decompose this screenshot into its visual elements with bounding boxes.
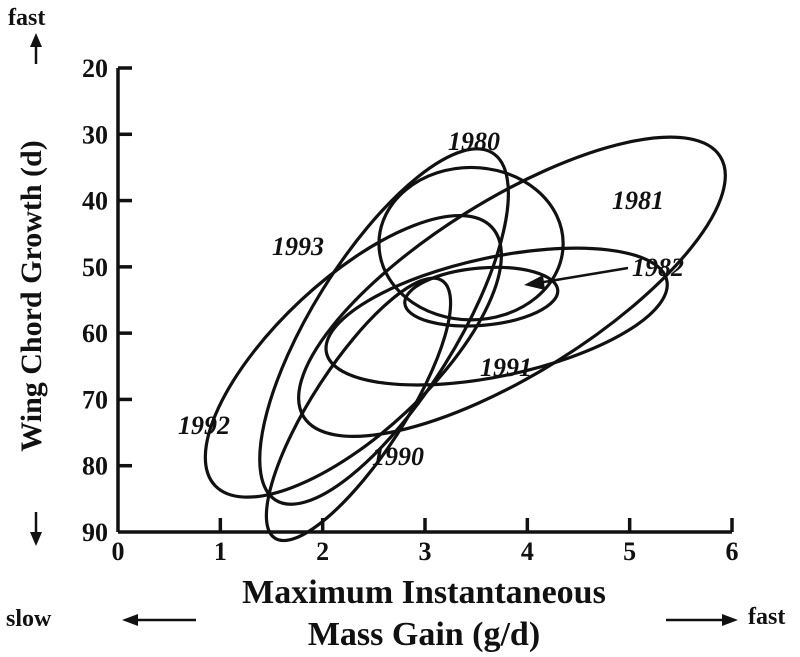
ellipse-1991 (324, 246, 669, 387)
pointer-1982 (537, 266, 629, 285)
label-1990: 1990 (372, 442, 424, 471)
label-1992: 1992 (178, 411, 230, 440)
x-tick-label: 4 (521, 537, 534, 566)
label-1980: 1980 (448, 127, 500, 156)
y-arrow-up-head (30, 33, 42, 47)
pointer-1982-head (524, 275, 545, 290)
y-ticks: 20 30 40 50 60 70 80 90 (82, 54, 132, 547)
ellipse-1992 (203, 213, 503, 499)
y-tick-label: 20 (82, 54, 108, 83)
ellipse-1981 (297, 135, 727, 438)
y-tick-label: 90 (82, 518, 108, 547)
y-tick-label: 60 (82, 319, 108, 348)
y-arrow-down-head (30, 532, 42, 546)
x-ticks: 0 1 2 3 4 5 6 (112, 518, 739, 566)
x-axis-title-line2: Mass Gain (g/d) (308, 616, 540, 653)
label-1982: 1982 (632, 253, 684, 282)
x-direction-left: slow (6, 606, 52, 632)
label-1991: 1991 (480, 353, 532, 382)
x-tick-label: 2 (316, 537, 329, 566)
y-tick-label: 80 (82, 452, 108, 481)
y-direction-top: fast (8, 5, 45, 31)
ellipse-1982 (403, 265, 560, 328)
x-arrow-right-head (722, 614, 738, 626)
x-tick-label: 1 (214, 537, 227, 566)
x-tick-label: 5 (623, 537, 636, 566)
y-tick-label: 50 (82, 253, 108, 282)
x-tick-label: 3 (419, 537, 432, 566)
y-tick-label: 30 (82, 120, 108, 149)
ellipse-1990 (264, 276, 453, 543)
label-1993: 1993 (272, 232, 324, 261)
label-1981: 1981 (612, 186, 664, 215)
y-tick-label: 70 (82, 385, 108, 414)
x-arrow-left-head (122, 614, 138, 626)
ellipse-1993 (258, 147, 510, 506)
y-tick-label: 40 (82, 187, 108, 216)
y-axis-title: Wing Chord Growth (d) (15, 140, 48, 451)
x-tick-label: 0 (112, 537, 125, 566)
ellipses (203, 135, 727, 543)
x-tick-label: 6 (726, 537, 739, 566)
x-direction-right: fast (748, 604, 785, 630)
x-axis-title-line1: Maximum Instantaneous (242, 574, 606, 611)
